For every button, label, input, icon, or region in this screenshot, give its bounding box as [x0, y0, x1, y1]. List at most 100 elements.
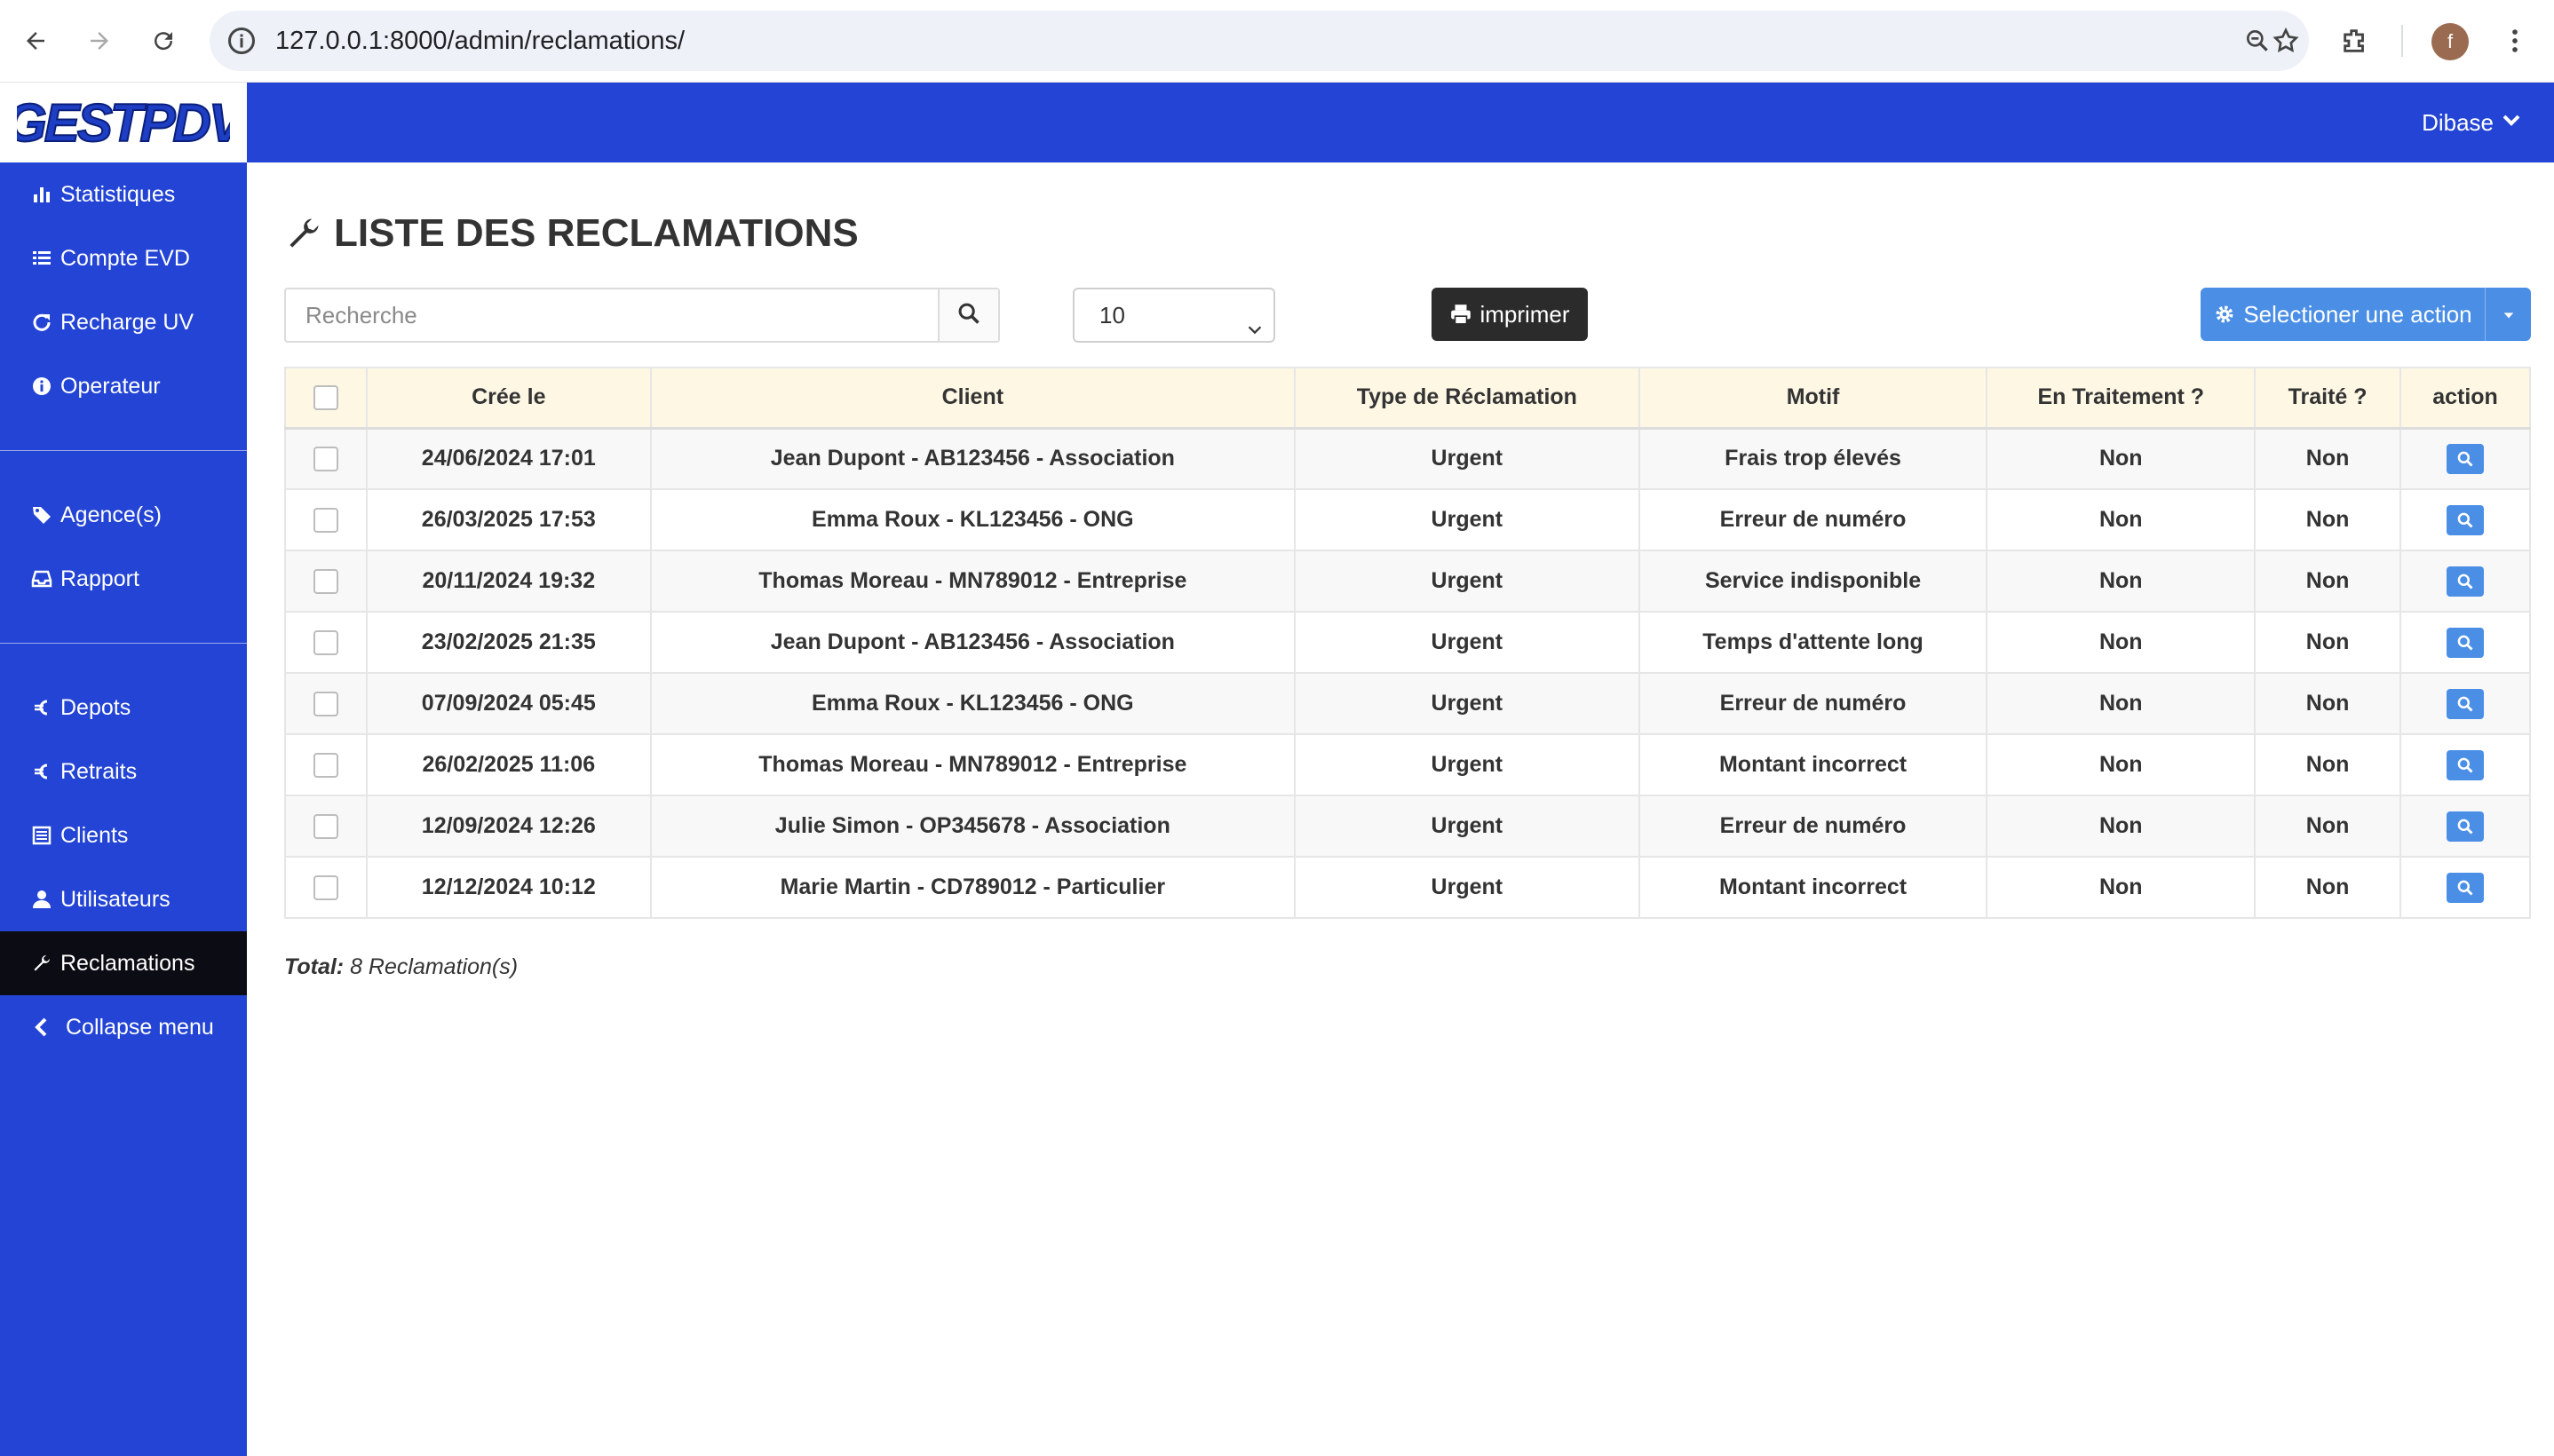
- column-header-en-traitement[interactable]: En Traitement ?: [1986, 367, 2257, 430]
- view-button[interactable]: [2447, 566, 2485, 597]
- app-logo[interactable]: GESTPDV: [0, 83, 247, 162]
- sidebar-item-label: Depots: [60, 694, 131, 720]
- table-row: 20/11/2024 19:32 Thomas Moreau - MN789012…: [284, 550, 2531, 613]
- search-icon: [2457, 819, 2473, 835]
- view-button[interactable]: [2447, 504, 2485, 535]
- cell-action: [2399, 733, 2531, 796]
- cell-type: Urgent: [1293, 795, 1640, 858]
- wrench-icon: [28, 950, 55, 977]
- column-header-created[interactable]: Crée le: [365, 367, 652, 430]
- cell-action: [2399, 550, 2531, 613]
- site-info-icon[interactable]: [226, 25, 258, 57]
- chevron-down-icon: [1245, 305, 1265, 357]
- row-checkbox[interactable]: [313, 508, 338, 534]
- cell-created: 26/02/2025 11:06: [365, 733, 652, 796]
- sidebar-item-reclamations[interactable]: Reclamations: [0, 931, 247, 995]
- dropdown-toggle[interactable]: [2485, 288, 2531, 341]
- sidebar-item-label: Compte EVD: [60, 245, 190, 271]
- table-row: 23/02/2025 21:35 Jean Dupont - AB123456 -…: [284, 611, 2531, 674]
- search-icon: [2457, 574, 2473, 590]
- back-arrow-icon[interactable]: [14, 20, 57, 62]
- select-action-button[interactable]: Selectioner une action: [2201, 288, 2485, 341]
- cell-type: Urgent: [1293, 611, 1640, 674]
- view-button[interactable]: [2447, 443, 2485, 474]
- sidebar-item-agences[interactable]: Agence(s): [0, 483, 247, 547]
- cell-motif: Erreur de numéro: [1638, 672, 1988, 735]
- cell-traite: Non: [2254, 856, 2402, 919]
- column-header-traite[interactable]: Traité ?: [2254, 367, 2402, 430]
- user-menu[interactable]: Dibase: [2422, 83, 2522, 162]
- sidebar-item-clients[interactable]: Clients: [0, 803, 247, 867]
- cell-en-traitement: Non: [1986, 795, 2257, 858]
- select-action-dropdown[interactable]: Selectioner une action: [2201, 288, 2531, 341]
- table-row: 24/06/2024 17:01 Jean Dupont - AB123456 -…: [284, 427, 2531, 490]
- inbox-icon: [28, 566, 55, 592]
- euro-icon: [28, 758, 55, 785]
- sidebar-item-retraits[interactable]: Retraits: [0, 740, 247, 803]
- sidebar-item-collapse-menu[interactable]: Collapse menu: [0, 995, 247, 1059]
- browser-menu-icon[interactable]: [2495, 21, 2534, 60]
- cell-traite: Non: [2254, 795, 2402, 858]
- search-input[interactable]: [286, 289, 940, 341]
- row-checkbox[interactable]: [313, 569, 338, 595]
- cell-client: Jean Dupont - AB123456 - Association: [649, 611, 1296, 674]
- cell-traite: Non: [2254, 550, 2402, 613]
- column-header-client[interactable]: Client: [649, 367, 1296, 430]
- sidebar-menu: Statistiques Compte EVD Recharge UV Oper…: [0, 162, 247, 1059]
- bookmark-star-icon[interactable]: [2266, 21, 2305, 60]
- row-select-cell: [284, 488, 368, 551]
- sidebar-item-label: Operateur: [60, 373, 161, 399]
- browser-toolbar: 127.0.0.1:8000/admin/reclamations/ f: [0, 0, 2554, 83]
- user-name: Dibase: [2422, 108, 2494, 136]
- reload-icon[interactable]: [142, 20, 185, 62]
- column-header-action: action: [2399, 367, 2531, 430]
- column-header-motif[interactable]: Motif: [1638, 367, 1988, 430]
- row-select-cell: [284, 672, 368, 735]
- cell-motif: Temps d'attente long: [1638, 611, 1988, 674]
- sidebar-item-utilisateurs[interactable]: Utilisateurs: [0, 867, 247, 931]
- sidebar-item-compte-evd[interactable]: Compte EVD: [0, 226, 247, 290]
- row-checkbox[interactable]: [313, 814, 338, 840]
- search-button[interactable]: [938, 289, 998, 341]
- toolbar-divider: [2401, 25, 2403, 57]
- page-size-select[interactable]: 10: [1073, 288, 1275, 343]
- row-checkbox[interactable]: [313, 692, 338, 717]
- cell-motif: Frais trop élevés: [1638, 427, 1988, 490]
- row-checkbox[interactable]: [313, 753, 338, 779]
- cell-en-traitement: Non: [1986, 550, 2257, 613]
- sidebar-item-statistiques[interactable]: Statistiques: [0, 162, 247, 226]
- view-button[interactable]: [2447, 627, 2485, 658]
- view-button[interactable]: [2447, 749, 2485, 780]
- cell-motif: Service indisponible: [1638, 550, 1988, 613]
- cell-action: [2399, 795, 2531, 858]
- extensions-icon[interactable]: [2336, 21, 2375, 60]
- view-button[interactable]: [2447, 811, 2485, 842]
- zoom-icon[interactable]: [2238, 21, 2277, 60]
- row-checkbox[interactable]: [313, 447, 338, 472]
- print-button[interactable]: imprimer: [1432, 288, 1588, 341]
- cell-traite: Non: [2254, 488, 2402, 551]
- sidebar-item-operateur[interactable]: Operateur: [0, 354, 247, 418]
- search-icon: [2457, 757, 2473, 773]
- row-select-cell: [284, 550, 368, 613]
- sidebar-item-rapport[interactable]: Rapport: [0, 547, 247, 611]
- cell-client: Emma Roux - KL123456 - ONG: [649, 672, 1296, 735]
- address-bar[interactable]: 127.0.0.1:8000/admin/reclamations/: [210, 11, 2309, 71]
- sidebar-item-recharge-uv[interactable]: Recharge UV: [0, 290, 247, 354]
- cell-motif: Erreur de numéro: [1638, 488, 1988, 551]
- column-header-type[interactable]: Type de Réclamation: [1293, 367, 1640, 430]
- cell-type: Urgent: [1293, 856, 1640, 919]
- sidebar-item-depots[interactable]: Depots: [0, 676, 247, 740]
- row-checkbox[interactable]: [313, 875, 338, 901]
- forward-arrow-icon[interactable]: [78, 20, 121, 62]
- select-all-checkbox[interactable]: [313, 385, 338, 411]
- view-button[interactable]: [2447, 688, 2485, 719]
- row-checkbox[interactable]: [313, 630, 338, 656]
- view-button[interactable]: [2447, 872, 2485, 903]
- total-label: Total:: [284, 954, 345, 979]
- sidebar-divider: [0, 643, 247, 644]
- profile-avatar[interactable]: f: [2431, 23, 2469, 60]
- row-select-cell: [284, 611, 368, 674]
- cell-en-traitement: Non: [1986, 672, 2257, 735]
- table-row: 07/09/2024 05:45 Emma Roux - KL123456 - O…: [284, 672, 2531, 735]
